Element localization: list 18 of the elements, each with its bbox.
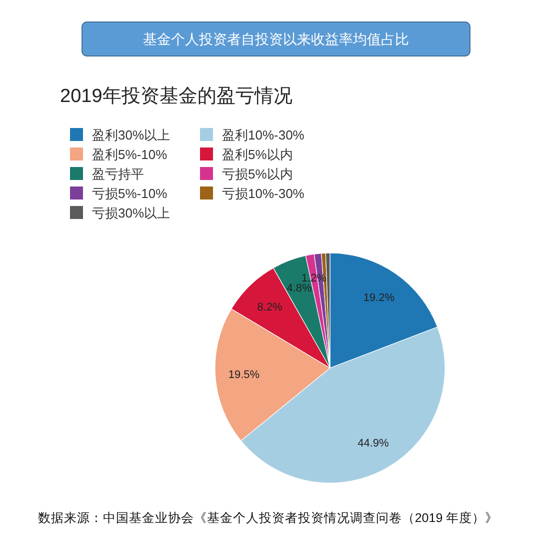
legend-label: 盈利5%-10% bbox=[92, 147, 168, 162]
legend-label: 盈利5%以内 bbox=[222, 147, 293, 162]
data-label: 1.2% bbox=[301, 272, 327, 284]
legend-label: 盈利10%-30% bbox=[222, 128, 305, 142]
legend-label: 盈亏持平 bbox=[92, 166, 144, 182]
legend-label: 亏损30%以上 bbox=[92, 206, 170, 220]
legend-label: 亏损5%-10% bbox=[92, 186, 168, 201]
data-label: 19.5% bbox=[228, 369, 260, 382]
legend-label: 亏损10%-30% bbox=[222, 186, 305, 201]
data-label: 4.8% bbox=[286, 282, 312, 294]
legend-label: 亏损5%以内 bbox=[222, 166, 293, 182]
chart-title: 基金个人投资者自投资以来收益率均值占比 bbox=[143, 31, 409, 47]
data-label: 8.2% bbox=[257, 301, 283, 314]
legend-label: 盈利30%以上 bbox=[92, 128, 170, 142]
data-label: 19.2% bbox=[363, 292, 395, 304]
chart-subtitle: 2019年投资基金的盈亏情况 bbox=[60, 86, 292, 107]
data-label: 44.9% bbox=[358, 438, 390, 450]
source-note: 数据来源：中国基金业协会《基金个人投资者投资情况调查问卷（2019 年度）》 bbox=[38, 510, 498, 525]
